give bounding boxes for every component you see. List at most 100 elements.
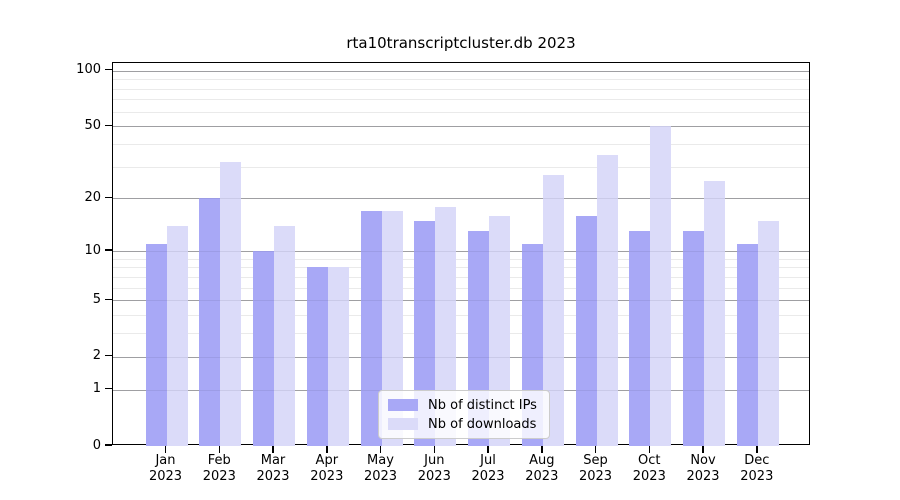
gridline-major [113, 126, 809, 128]
gridline-minor [113, 258, 809, 260]
y-tick-mark [105, 124, 112, 126]
x-tick-year: 2023 [740, 469, 774, 484]
bar-ips-jun [414, 220, 436, 446]
bar-downloads-aug [542, 175, 564, 446]
y-tick-label: 5 [92, 291, 101, 307]
gridline-major-overlay [113, 356, 809, 358]
gridline-minor [113, 267, 809, 269]
plot-area: Nb of distinct IPs Nb of downloads [112, 62, 810, 446]
x-tick-mark [218, 446, 220, 453]
chart-title: rta10transcriptcluster.db 2023 [346, 34, 576, 52]
x-tick-label: Apr 2023 [297, 453, 357, 485]
bar-downloads-sep [596, 154, 618, 446]
gridline-major-overlay [113, 126, 809, 128]
gridline-major-overlay [113, 251, 809, 252]
x-tick-mark [487, 446, 489, 453]
x-tick-mark [541, 446, 543, 453]
gridline-major [113, 356, 809, 358]
x-tick-month: Jul [480, 453, 496, 468]
gridline-minor [113, 144, 809, 145]
bar-downloads-nov [704, 181, 725, 446]
bar-ips-jan [145, 243, 167, 446]
y-tick-mark [105, 249, 112, 251]
legend-item-distinct-ips: Nb of distinct IPs [388, 398, 540, 413]
bar-downloads-oct [650, 126, 672, 446]
bar-downloads-jul [489, 215, 510, 446]
x-tick-mark [379, 446, 382, 453]
gridline-major [113, 300, 809, 302]
bar-ips-feb [199, 198, 221, 446]
bar-ips-sep [575, 215, 597, 446]
bar-ips-apr [306, 267, 328, 446]
x-tick-label: Oct 2023 [619, 453, 679, 485]
x-tick-mark [326, 446, 328, 453]
legend: Nb of distinct IPs Nb of downloads [378, 390, 550, 439]
gridline-minor [113, 287, 809, 289]
y-tick-label: 20 [84, 189, 101, 205]
gridline-minor [113, 79, 809, 81]
x-tick-year: 2023 [363, 469, 398, 484]
x-tick-month: Jun [424, 453, 445, 468]
x-tick-year: 2023 [202, 469, 236, 484]
x-tick-month: Sep [583, 453, 608, 468]
x-tick-month: Jan [155, 453, 176, 468]
y-tick-label: 100 [76, 62, 101, 78]
x-tick-mark [648, 446, 650, 453]
y-tick-label: 2 [92, 348, 101, 364]
bar-downloads-jan [166, 225, 188, 446]
x-tick-month: Feb [207, 453, 231, 468]
gridline-minor [113, 166, 809, 168]
y-tick-label: 0 [92, 437, 101, 453]
bar-ips-nov [683, 231, 704, 446]
x-tick-label: Dec 2023 [727, 453, 787, 485]
y-tick-mark [105, 387, 112, 390]
x-tick-label: May 2023 [351, 453, 411, 485]
bar-downloads-dec [757, 220, 779, 446]
x-tick-year: 2023 [525, 469, 559, 484]
x-tick-month: Mar [260, 453, 286, 468]
gridline-major [113, 198, 809, 200]
x-tick-label: Feb 2023 [189, 453, 249, 485]
x-tick-month: May [367, 453, 394, 468]
legend-label-downloads: Nb of downloads [428, 416, 537, 432]
x-tick-mark [594, 446, 597, 453]
gridline-minor [113, 111, 809, 113]
x-tick-year: 2023 [310, 469, 344, 484]
x-tick-year: 2023 [632, 469, 666, 484]
gridline-minor [113, 315, 809, 317]
bar-downloads-jun [435, 206, 457, 446]
x-tick-year: 2023 [686, 469, 720, 484]
x-tick-year: 2023 [578, 469, 613, 484]
legend-swatch-distinct-ips-icon [388, 399, 418, 411]
x-tick-label: Jan 2023 [136, 453, 196, 485]
x-tick-mark [272, 446, 274, 453]
y-tick-mark [105, 298, 112, 300]
x-tick-year: 2023 [417, 469, 451, 484]
x-tick-label: Nov 2023 [673, 453, 733, 485]
bar-ips-may [360, 210, 382, 446]
gridline-major-overlay [113, 70, 809, 72]
x-tick-label: Sep 2023 [566, 453, 626, 485]
bar-ips-dec [736, 243, 758, 446]
gridline-minor [113, 99, 809, 101]
gridline-minor [113, 333, 809, 335]
x-tick-label: Mar 2023 [243, 453, 303, 485]
x-tick-year: 2023 [256, 469, 290, 484]
x-tick-month: Oct [638, 453, 661, 468]
gridline-major-overlay [113, 198, 809, 200]
gridline-major-overlay [113, 300, 809, 302]
x-tick-month: Aug [529, 453, 555, 468]
x-tick-month: Nov [690, 453, 716, 468]
bar-downloads-mar [274, 225, 295, 446]
x-tick-mark [433, 446, 435, 453]
bar-ips-oct [629, 231, 651, 446]
gridline-minor [113, 88, 809, 90]
bar-downloads-feb [220, 161, 242, 446]
x-tick-label: Jun 2023 [404, 453, 464, 485]
x-tick-label: Jul 2023 [458, 453, 518, 485]
legend-label-distinct-ips: Nb of distinct IPs [428, 397, 537, 413]
x-tick-month: Apr [315, 453, 339, 468]
x-tick-mark [756, 446, 758, 453]
y-tick-mark [105, 354, 112, 357]
y-tick-label: 10 [84, 242, 101, 258]
